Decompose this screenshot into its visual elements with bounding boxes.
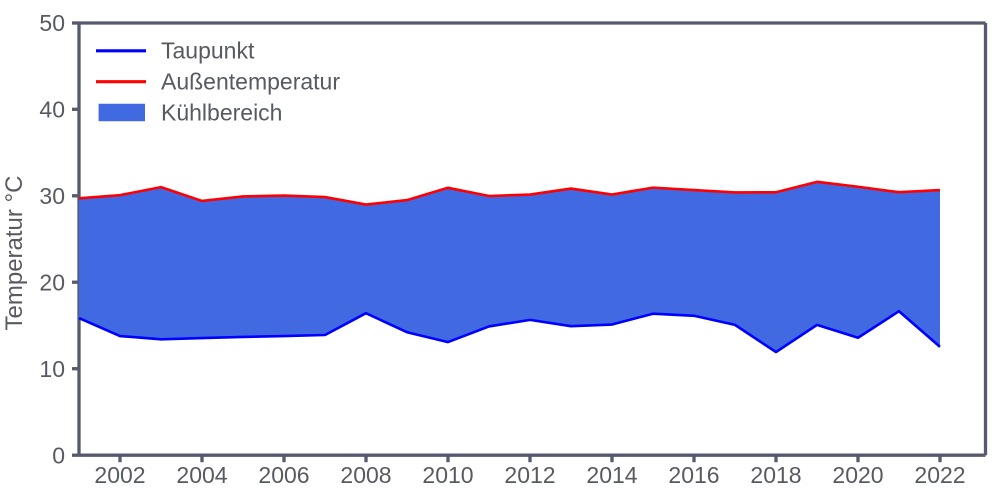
svg-text:2020: 2020	[832, 462, 883, 488]
svg-text:20: 20	[39, 270, 65, 296]
svg-text:0: 0	[52, 443, 65, 469]
svg-text:40: 40	[39, 97, 65, 123]
svg-text:2016: 2016	[668, 462, 719, 488]
svg-text:Kühlbereich: Kühlbereich	[161, 100, 282, 126]
svg-text:30: 30	[39, 183, 65, 209]
svg-text:2010: 2010	[422, 462, 473, 488]
svg-text:50: 50	[39, 10, 65, 36]
svg-text:2002: 2002	[94, 462, 145, 488]
svg-text:2018: 2018	[750, 462, 801, 488]
svg-text:2004: 2004	[176, 462, 227, 488]
svg-text:2006: 2006	[258, 462, 309, 488]
svg-text:Taupunkt: Taupunkt	[161, 38, 255, 64]
svg-text:Außentemperatur: Außentemperatur	[161, 69, 340, 95]
svg-text:2012: 2012	[504, 462, 555, 488]
svg-text:2022: 2022	[914, 462, 965, 488]
svg-text:10: 10	[39, 356, 65, 382]
svg-text:Temperatur °C: Temperatur °C	[1, 176, 28, 331]
svg-text:2008: 2008	[340, 462, 391, 488]
svg-text:2014: 2014	[586, 462, 637, 488]
